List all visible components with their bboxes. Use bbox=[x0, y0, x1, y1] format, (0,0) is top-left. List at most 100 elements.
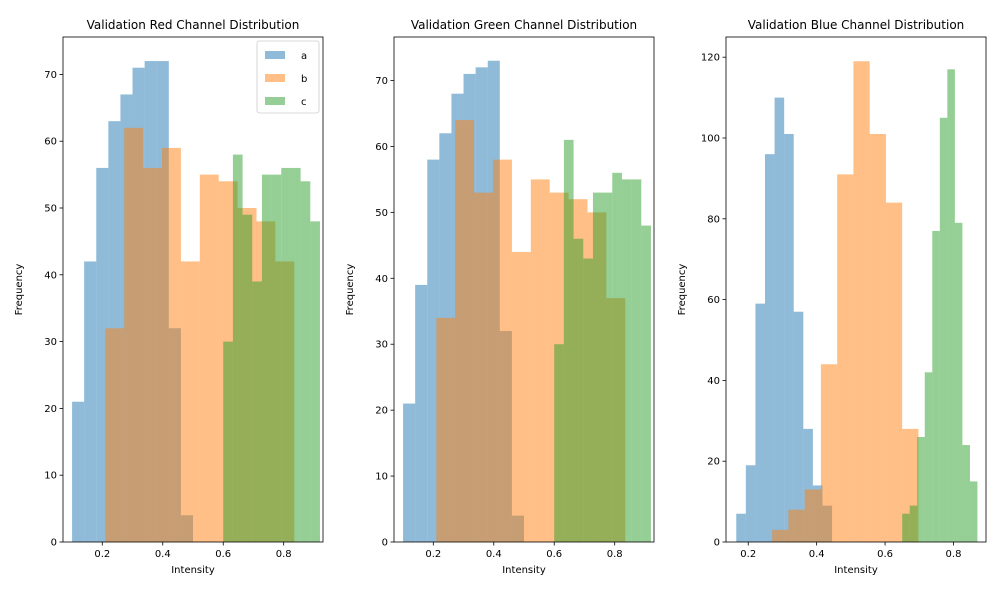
chart-title: Validation Green Channel Distribution bbox=[411, 18, 637, 32]
y-tick-label: 70 bbox=[44, 70, 57, 81]
bar-b-5 bbox=[530, 179, 550, 542]
bar-a-2 bbox=[755, 303, 765, 542]
bar-c-0 bbox=[223, 341, 233, 542]
bar-a-5 bbox=[784, 133, 794, 542]
bar-a-6 bbox=[793, 311, 804, 542]
y-tick-label: 10 bbox=[375, 472, 388, 483]
bar-c-4 bbox=[261, 174, 272, 542]
y-tick-label: 40 bbox=[375, 274, 388, 285]
bar-c-5 bbox=[602, 192, 613, 542]
x-tick-label: 0.2 bbox=[740, 549, 756, 560]
bar-c-1 bbox=[232, 154, 243, 542]
y-axis-label: Frequency bbox=[345, 264, 356, 316]
bar-c-0 bbox=[554, 344, 564, 542]
bar-c-6 bbox=[612, 172, 622, 542]
bar-a-1 bbox=[84, 261, 97, 542]
x-tick-label: 0.2 bbox=[94, 549, 110, 560]
bar-c-5 bbox=[271, 174, 282, 542]
bar-c-2 bbox=[917, 436, 925, 542]
x-axis-label: Intensity bbox=[171, 565, 215, 576]
y-tick-label: 0 bbox=[51, 538, 57, 549]
bar-c-2 bbox=[242, 214, 253, 542]
bar-c-7 bbox=[621, 179, 632, 542]
y-tick-label: 120 bbox=[701, 53, 720, 64]
bars-group bbox=[72, 61, 320, 542]
bar-c-8 bbox=[962, 445, 970, 542]
y-tick-label: 20 bbox=[707, 457, 720, 468]
x-tick-label: 0.8 bbox=[607, 549, 623, 560]
bar-c-6 bbox=[947, 69, 955, 542]
chart-panel-3: 0.2 0.4 0.6 0.8 0 20 40 60 80 100 120 Validation Bl… bbox=[677, 18, 987, 576]
y-tick-label: 50 bbox=[44, 204, 57, 215]
bar-c-9 bbox=[969, 481, 978, 542]
bar-b-4 bbox=[180, 261, 200, 542]
y-tick-label: 40 bbox=[44, 270, 57, 281]
legend-swatch-b bbox=[265, 74, 285, 82]
plot-frame bbox=[725, 36, 987, 543]
x-axis-label: Intensity bbox=[834, 565, 878, 576]
bar-c-9 bbox=[641, 225, 651, 542]
plot-frame bbox=[62, 36, 324, 543]
bar-a-0 bbox=[736, 513, 746, 542]
bar-b-3 bbox=[493, 159, 512, 542]
legend-label-b: b bbox=[301, 74, 307, 85]
bar-a-2 bbox=[96, 167, 109, 542]
legend-swatch-c bbox=[265, 97, 285, 105]
x-tick-label: 0.6 bbox=[546, 549, 562, 560]
bar-c-3 bbox=[583, 258, 593, 542]
y-tick-label: 50 bbox=[375, 208, 388, 219]
bar-b-5 bbox=[199, 174, 219, 542]
legend: a b c bbox=[256, 40, 320, 114]
x-tick-label: 0.4 bbox=[155, 549, 171, 560]
y-tick-label: 0 bbox=[714, 538, 720, 549]
x-tick-label: 0.8 bbox=[276, 549, 292, 560]
bar-a-2 bbox=[427, 159, 440, 542]
y-tick-label: 30 bbox=[375, 340, 388, 351]
bar-b-3 bbox=[162, 147, 181, 542]
y-tick-label: 60 bbox=[707, 295, 720, 306]
bar-c-9 bbox=[310, 221, 320, 542]
plot-frame bbox=[393, 36, 655, 543]
y-tick-label: 20 bbox=[44, 404, 57, 415]
bar-b-2 bbox=[143, 167, 163, 542]
chart-title: Validation Blue Channel Distribution bbox=[748, 18, 965, 32]
bar-b-6 bbox=[869, 133, 886, 542]
y-tick-label: 20 bbox=[375, 406, 388, 417]
bar-c-7 bbox=[954, 222, 963, 542]
bar-b-1 bbox=[124, 127, 144, 542]
y-tick-label: 60 bbox=[375, 142, 388, 153]
bar-a-4 bbox=[774, 97, 785, 542]
bar-b-3 bbox=[820, 364, 838, 542]
x-tick-label: 0.6 bbox=[877, 549, 893, 560]
legend-label-c: c bbox=[301, 97, 307, 108]
bar-c-1 bbox=[563, 139, 574, 542]
y-tick-label: 0 bbox=[382, 538, 388, 549]
x-tick-label: 0.4 bbox=[486, 549, 502, 560]
bar-b-0 bbox=[105, 328, 125, 542]
y-axis-label: Frequency bbox=[677, 264, 688, 316]
bars-group bbox=[403, 60, 651, 542]
legend-label-a: a bbox=[301, 51, 307, 62]
bar-b-2 bbox=[474, 192, 494, 542]
y-tick-label: 100 bbox=[701, 134, 720, 145]
bar-c-8 bbox=[300, 181, 311, 542]
x-tick-label: 0.8 bbox=[946, 549, 962, 560]
bar-a-3 bbox=[765, 154, 775, 542]
bar-c-3 bbox=[252, 281, 262, 542]
y-tick-label: 70 bbox=[375, 76, 388, 87]
y-tick-label: 40 bbox=[707, 376, 720, 387]
bar-a-1 bbox=[415, 284, 428, 542]
chart-panel-2: 0.2 0.4 0.6 0.8 0 10 20 30 40 50 60 70 Validation Gr… bbox=[345, 18, 655, 576]
bar-c-0 bbox=[902, 513, 910, 542]
bar-b-2 bbox=[804, 489, 821, 542]
x-tick-label: 0.6 bbox=[215, 549, 231, 560]
bar-a-0 bbox=[72, 401, 85, 542]
bar-b-4 bbox=[511, 251, 531, 542]
y-axis-label: Frequency bbox=[14, 264, 25, 316]
bar-a-7 bbox=[803, 428, 813, 542]
bar-c-2 bbox=[573, 238, 584, 542]
bar-b-7 bbox=[885, 202, 903, 542]
x-tick-label: 0.2 bbox=[425, 549, 441, 560]
chart-title: Validation Red Channel Distribution bbox=[87, 18, 300, 32]
